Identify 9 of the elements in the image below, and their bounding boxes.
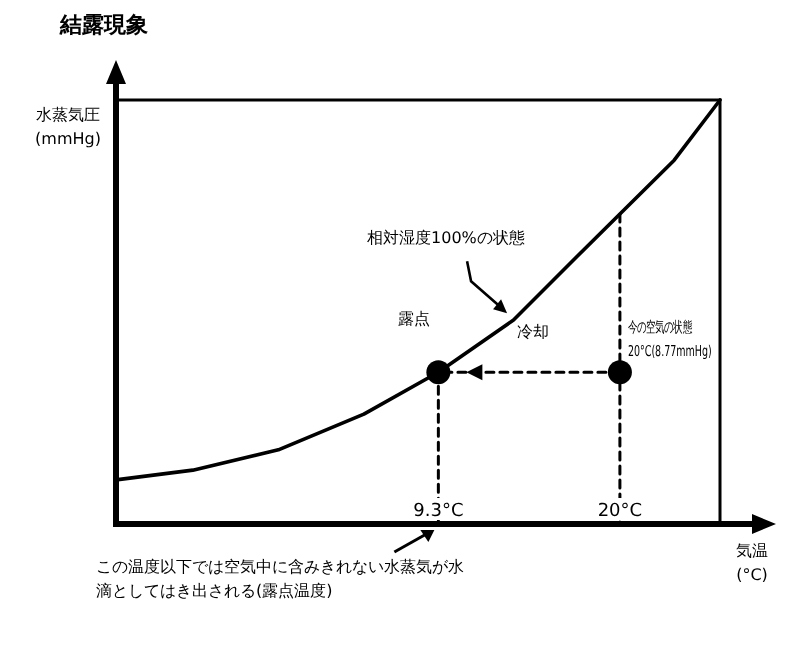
chart-title: 結露現象 <box>58 12 148 38</box>
x-axis-title: 気温 (°C) <box>736 542 768 584</box>
annotation: 露点 <box>398 310 431 329</box>
x-tick-label: 20°C <box>597 502 643 522</box>
x-tick-label: 9.3°C <box>413 502 464 522</box>
annotation: 相対湿度100%の状態 <box>367 229 525 248</box>
annotation: 冷却 <box>517 323 550 342</box>
annotation: この温度以下では空気中に含みきれない水蒸気が水滴としてはき出される(露点温度) <box>96 558 464 600</box>
y-axis-title: 水蒸気圧 (mmHg) <box>35 106 101 148</box>
